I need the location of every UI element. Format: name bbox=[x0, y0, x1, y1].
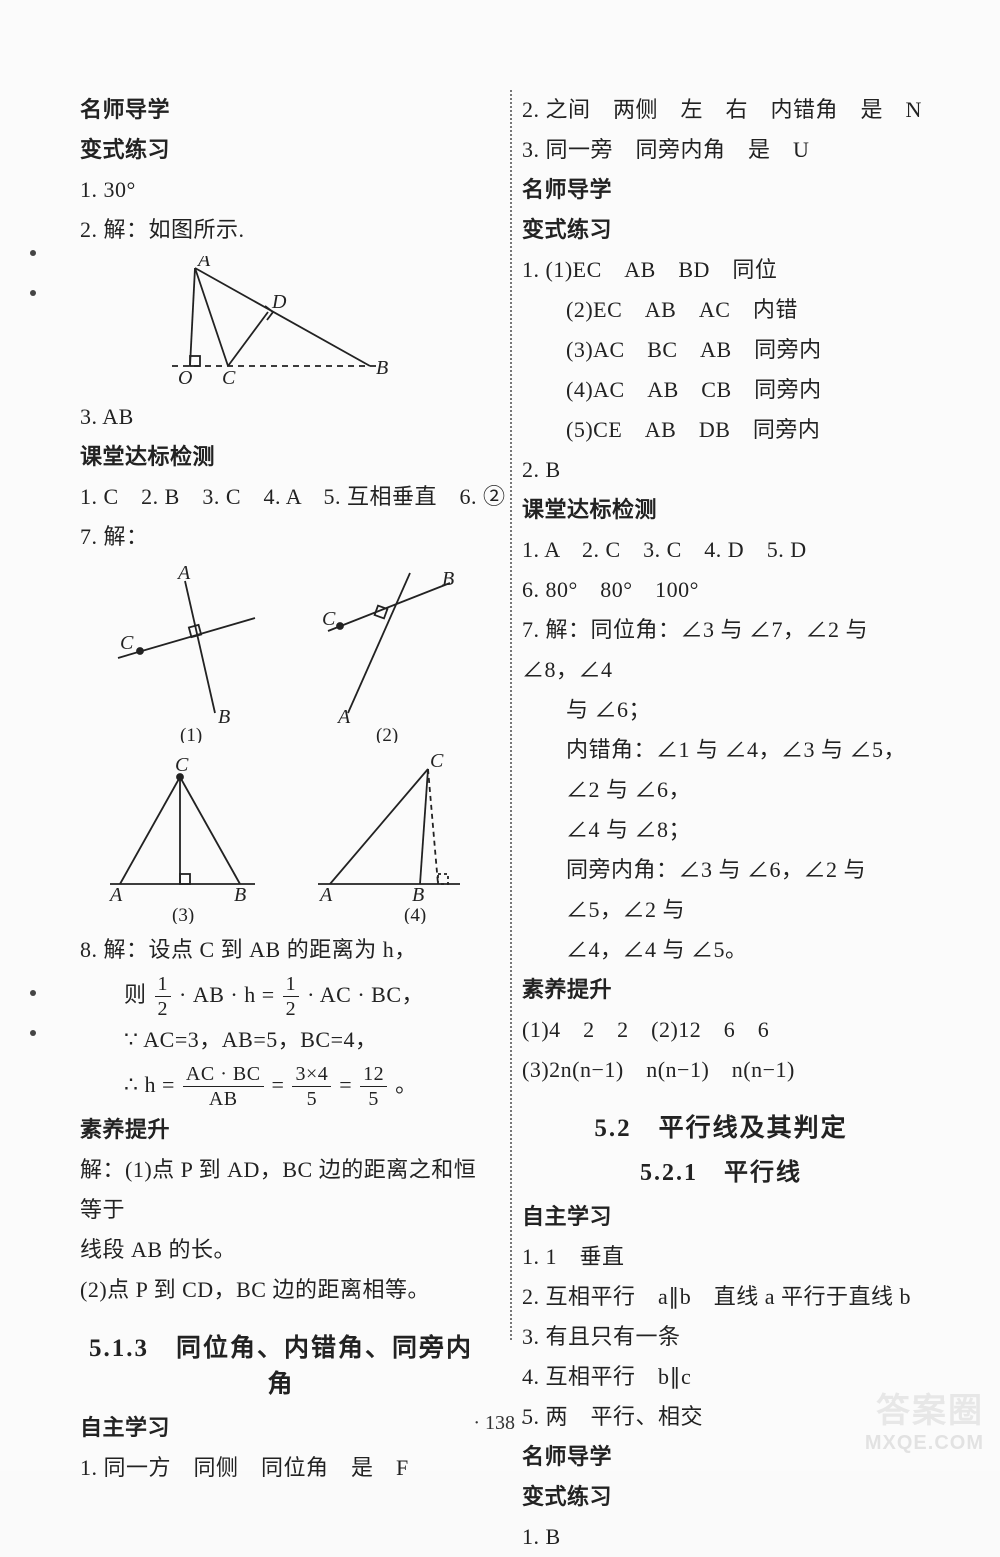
answer-line: 1. (1)EC AB BD 同位 bbox=[522, 250, 920, 290]
eq-text: ∴ h = bbox=[124, 1072, 181, 1097]
answer-line: 1. B bbox=[522, 1517, 920, 1557]
answer-line: 与 ∠6； bbox=[522, 690, 920, 730]
svg-text:B: B bbox=[218, 706, 230, 728]
watermark: 答案圈 MXQE.COM bbox=[865, 1383, 984, 1455]
answer-line: 解：(1)点 P 到 AD，BC 边的距离之和恒等于 bbox=[80, 1150, 482, 1230]
answer-line: 1. 30° bbox=[80, 170, 482, 210]
heading: 名师导学 bbox=[80, 90, 482, 130]
svg-text:B: B bbox=[442, 568, 454, 590]
svg-text:C: C bbox=[222, 367, 236, 389]
answer-line: 1. C 2. B 3. C 4. A 5. 互相垂直 6. ② bbox=[80, 477, 482, 517]
margin-dot bbox=[30, 1030, 36, 1036]
heading: 自主学习 bbox=[522, 1197, 920, 1237]
svg-text:C: C bbox=[322, 608, 336, 630]
heading: 变式练习 bbox=[522, 1477, 920, 1517]
figure-pair-12: A B C A B C (1) (2) bbox=[80, 563, 482, 743]
answer-line: 4. 互相平行 b∥c bbox=[522, 1357, 920, 1397]
equation: 则 1 2 · AB · h = 1 2 · AC · BC， bbox=[80, 970, 482, 1020]
answer-line: ∵ AC=3，AB=5，BC=4， bbox=[80, 1020, 482, 1060]
eq-text: · AB · h = bbox=[179, 982, 281, 1007]
answer-line: ∠4，∠4 与 ∠5。 bbox=[522, 930, 920, 970]
answer-line: 2. B bbox=[522, 450, 920, 490]
svg-text:B: B bbox=[376, 357, 388, 379]
heading: 素养提升 bbox=[80, 1110, 482, 1150]
margin-dot bbox=[30, 250, 36, 256]
svg-text:C: C bbox=[175, 754, 189, 776]
watermark-bottom: MXQE.COM bbox=[865, 1432, 984, 1455]
answer-line: (2)点 P 到 CD，BC 边的距离相等。 bbox=[80, 1270, 482, 1310]
svg-text:C: C bbox=[430, 750, 444, 772]
svg-text:A: A bbox=[336, 706, 351, 728]
page: 名师导学 变式练习 1. 30° 2. 解：如图所示. bbox=[0, 0, 1000, 1471]
heading: 变式练习 bbox=[80, 130, 482, 170]
page-number: · 138 · bbox=[0, 1412, 1000, 1435]
heading: 课堂达标检测 bbox=[522, 490, 920, 530]
answer-line: (3)AC BC AB 同旁内 bbox=[522, 330, 920, 370]
margin-dot bbox=[30, 990, 36, 996]
heading: 名师导学 bbox=[522, 170, 920, 210]
heading: 素养提升 bbox=[522, 970, 920, 1010]
answer-line: 7. 解： bbox=[80, 517, 482, 557]
answer-line: 8. 解：设点 C 到 AB 的距离为 h， bbox=[80, 930, 482, 970]
answer-line: 3. 同一旁 同旁内角 是 U bbox=[522, 130, 920, 170]
svg-text:C: C bbox=[120, 632, 134, 654]
columns: 名师导学 变式练习 1. 30° 2. 解：如图所示. bbox=[80, 90, 940, 1370]
answer-line: 1. 1 垂直 bbox=[522, 1237, 920, 1277]
svg-text:(3): (3) bbox=[172, 905, 194, 924]
fraction: 1 2 bbox=[283, 974, 300, 1019]
right-column: 2. 之间 两侧 左 右 内错角 是 N 3. 同一旁 同旁内角 是 U 名师导… bbox=[500, 90, 920, 1370]
svg-text:(4): (4) bbox=[404, 905, 426, 924]
svg-text:B: B bbox=[234, 884, 246, 906]
answer-line: 2. 之间 两侧 左 右 内错角 是 N bbox=[522, 90, 920, 130]
svg-text:A: A bbox=[176, 563, 191, 584]
equation: ∴ h = AC · BC AB = 3×4 5 = 12 5 。 bbox=[80, 1060, 482, 1110]
answer-line: ∠4 与 ∠8； bbox=[522, 810, 920, 850]
answer-line: 内错角：∠1 与 ∠4，∠3 与 ∠5，∠2 与 ∠6， bbox=[522, 730, 920, 810]
answer-line: (1)4 2 2 (2)12 6 6 bbox=[522, 1010, 920, 1050]
svg-text:(2): (2) bbox=[376, 725, 398, 743]
fraction: 12 5 bbox=[360, 1064, 387, 1109]
eq-text: = bbox=[272, 1072, 291, 1097]
answer-line: 1. 同一方 同侧 同位角 是 F bbox=[80, 1448, 482, 1488]
svg-text:B: B bbox=[412, 884, 424, 906]
svg-text:(1): (1) bbox=[180, 725, 202, 743]
answer-line: 线段 AB 的长。 bbox=[80, 1230, 482, 1270]
section-title: 5.2 平行线及其判定 bbox=[522, 1108, 920, 1144]
heading: 名师导学 bbox=[522, 1437, 920, 1477]
fraction: AC · BC AB bbox=[183, 1064, 264, 1109]
answer-line: (3)2n(n−1) n(n−1) n(n−1) bbox=[522, 1050, 920, 1090]
svg-text:A: A bbox=[196, 256, 211, 271]
svg-text:D: D bbox=[271, 291, 287, 313]
svg-text:A: A bbox=[318, 884, 333, 906]
heading: 课堂达标检测 bbox=[80, 437, 482, 477]
fraction: 1 2 bbox=[155, 974, 172, 1019]
figure-triangle-1: A O C B D bbox=[80, 256, 482, 391]
eq-text: 。 bbox=[395, 1072, 418, 1097]
answer-line: (5)CE AB DB 同旁内 bbox=[522, 410, 920, 450]
answer-line: 2. 解：如图所示. bbox=[80, 210, 482, 250]
watermark-top: 答案圈 bbox=[865, 1383, 984, 1432]
answer-line: 7. 解：同位角：∠3 与 ∠7，∠2 与 ∠8，∠4 bbox=[522, 610, 920, 690]
eq-text: · AC · BC， bbox=[307, 982, 424, 1007]
fraction: 3×4 5 bbox=[292, 1064, 331, 1109]
svg-text:O: O bbox=[178, 367, 192, 389]
section-title: 5.1.3 同位角、内错角、同旁内角 bbox=[80, 1328, 482, 1400]
answer-line: (2)EC AB AC 内错 bbox=[522, 290, 920, 330]
answer-line: 1. A 2. C 3. C 4. D 5. D bbox=[522, 530, 920, 570]
section-subtitle: 5.2.1 平行线 bbox=[522, 1152, 920, 1187]
figure-pair-34: A B C A B C (3) (4) bbox=[80, 749, 482, 924]
eq-text: = bbox=[339, 1072, 358, 1097]
answer-line: 同旁内角：∠3 与 ∠6，∠2 与 ∠5，∠2 与 bbox=[522, 850, 920, 930]
answer-line: 6. 80° 80° 100° bbox=[522, 570, 920, 610]
eq-text: 则 bbox=[124, 982, 147, 1007]
answer-line: (4)AC AB CB 同旁内 bbox=[522, 370, 920, 410]
left-column: 名师导学 变式练习 1. 30° 2. 解：如图所示. bbox=[80, 90, 500, 1370]
answer-line: 2. 互相平行 a∥b 直线 a 平行于直线 b bbox=[522, 1277, 920, 1317]
heading: 变式练习 bbox=[522, 210, 920, 250]
svg-text:A: A bbox=[108, 884, 123, 906]
answer-line: 3. AB bbox=[80, 397, 482, 437]
margin-dot bbox=[30, 290, 36, 296]
answer-line: 3. 有且只有一条 bbox=[522, 1317, 920, 1357]
